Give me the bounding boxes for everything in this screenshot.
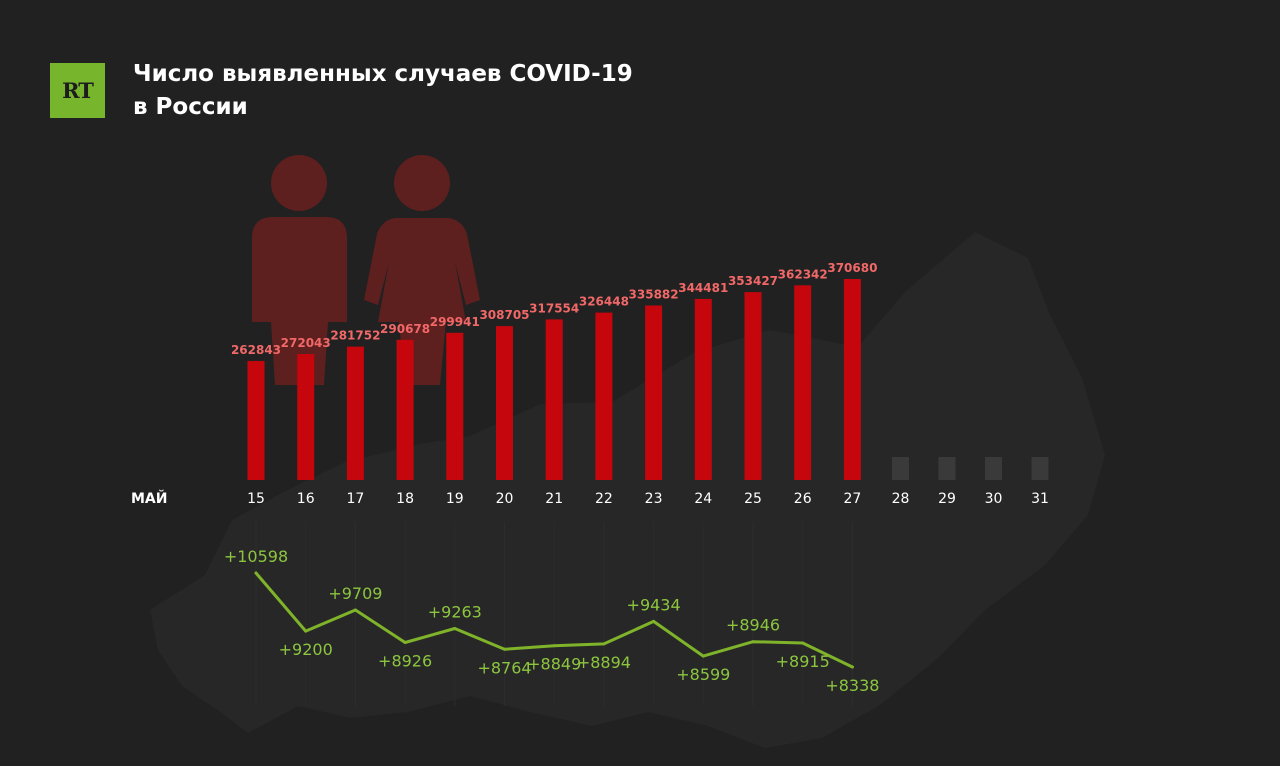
x-tick-label: 18 [396, 491, 414, 507]
bar [744, 292, 762, 480]
bar [545, 319, 563, 480]
x-tick-label: 15 [247, 491, 265, 507]
line-value-label: +9709 [328, 584, 382, 603]
bar [297, 354, 315, 480]
x-tick-label: 19 [446, 491, 464, 507]
line-value-label: +8849 [527, 655, 581, 674]
logo-text: RT [62, 78, 94, 103]
bar [346, 346, 364, 480]
line-point [552, 644, 556, 648]
line-value-label: +8764 [477, 658, 531, 677]
bar-value-label: 290678 [380, 322, 430, 336]
russia-map [150, 232, 1105, 748]
bar [694, 298, 712, 480]
page-title: Число выявленных случаев COVID-19 в Росс… [133, 58, 653, 124]
bar-value-label: 262843 [231, 343, 281, 357]
line-point [850, 665, 854, 669]
bar [496, 326, 513, 480]
vertical-gridlines [255, 522, 853, 706]
line-value-label: +9263 [428, 603, 482, 622]
bar [843, 279, 861, 480]
line-value-label: +9434 [627, 595, 681, 614]
bar-value-label: 326448 [579, 295, 629, 309]
line-point [254, 571, 258, 575]
bar [645, 305, 663, 480]
x-tick-label: 20 [496, 491, 514, 507]
x-tick-label: 24 [694, 491, 712, 507]
bar-value-label: 344481 [678, 281, 728, 295]
line-value-label: +9200 [279, 640, 333, 659]
x-tick-label: 26 [794, 491, 812, 507]
title-line-1: Число выявленных случаев COVID-19 [133, 61, 633, 87]
line-value-label: +8946 [726, 616, 780, 635]
line-point [701, 654, 705, 658]
line-point [353, 608, 357, 612]
daily-increase-series: +10598 +9200 +9709 +8926 +9263 +8764+8849+889… [224, 547, 880, 695]
x-tick-label: 22 [595, 491, 613, 507]
x-tick-label: 27 [843, 491, 861, 507]
bar-value-label: 335882 [629, 288, 679, 302]
rt-logo: RT [50, 63, 105, 118]
bar [396, 339, 414, 480]
line-value-label: +8926 [378, 652, 432, 671]
placeholder-bar [1031, 457, 1049, 480]
line-point [652, 619, 656, 623]
bar-value-label: 370680 [827, 261, 877, 275]
line-value-label: +8915 [776, 652, 830, 671]
x-tick-label: 17 [346, 491, 364, 507]
bar-value-label: 308705 [479, 308, 529, 322]
x-axis: МАЙ 15 16 17 18 19 20 21 22 23 24 25 26 27 28 29 30 31 [131, 490, 1049, 507]
title-line-2: в России [133, 94, 248, 120]
bar [595, 312, 613, 480]
x-tick-label: 23 [645, 491, 663, 507]
line-point [503, 647, 506, 651]
line-point [453, 627, 457, 630]
man-icon [252, 155, 347, 385]
x-tick-label: 16 [297, 491, 315, 507]
line-value-label: +8599 [676, 665, 730, 684]
bar-value-label: 299941 [430, 315, 480, 329]
line-point [602, 642, 606, 646]
x-tick-label: 25 [744, 491, 762, 507]
line-point [403, 641, 407, 644]
bar [247, 361, 265, 480]
placeholder-bar [892, 457, 909, 480]
x-tick-label: 28 [892, 491, 910, 507]
bar [794, 285, 812, 480]
x-tick-label: 30 [985, 491, 1003, 507]
bar-value-label: 362342 [778, 267, 828, 281]
placeholder-bar [938, 457, 956, 480]
bar-value-label: 281752 [330, 329, 380, 343]
month-label: МАЙ [131, 490, 167, 507]
line-value-label: +8338 [825, 676, 879, 695]
bar-value-label: 272043 [281, 336, 331, 350]
bar [446, 332, 464, 480]
bar-value-label: 353427 [728, 274, 778, 288]
x-tick-label: 29 [938, 491, 956, 507]
line-point [304, 629, 308, 633]
placeholder-bar [985, 457, 1002, 480]
line-value-label: +10598 [224, 547, 288, 566]
x-tick-label: 21 [545, 491, 563, 507]
line-value-label: +8894 [577, 653, 631, 672]
woman-icon [364, 155, 480, 385]
line-point [801, 641, 805, 645]
x-tick-label: 31 [1031, 491, 1049, 507]
bar-value-label: 317554 [529, 301, 579, 315]
line-point [751, 640, 755, 644]
